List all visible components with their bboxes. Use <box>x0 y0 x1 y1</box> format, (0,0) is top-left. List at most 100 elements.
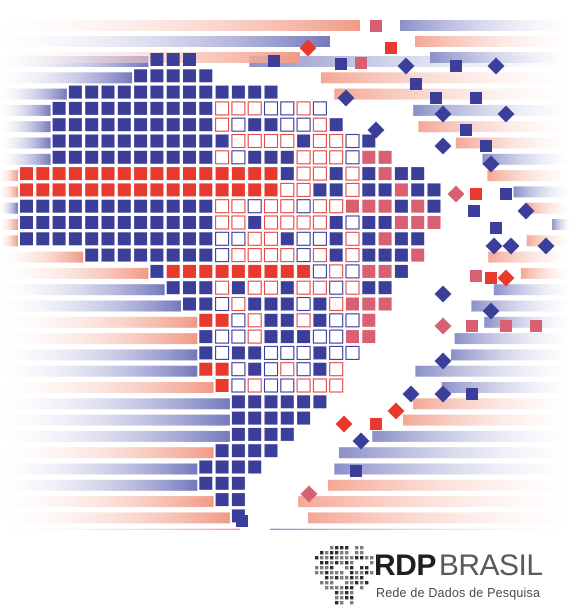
map-cell <box>231 150 246 165</box>
scatter-square <box>434 137 452 155</box>
scatter-square <box>370 418 382 430</box>
map-cell <box>231 329 246 344</box>
map-cell <box>280 101 295 116</box>
map-cell <box>264 297 278 311</box>
stripe-left <box>0 72 133 84</box>
stripe-left <box>0 267 149 279</box>
map-cell <box>215 183 229 197</box>
logo-dot <box>325 556 329 560</box>
stripe-left <box>0 479 198 491</box>
logo-dot <box>325 586 329 590</box>
map-cell <box>215 150 230 165</box>
map-cell <box>345 166 360 181</box>
logo-dot <box>360 551 364 555</box>
stripe-right <box>338 447 570 459</box>
stripe-right <box>513 186 570 198</box>
map-cell <box>199 281 213 295</box>
map-cell <box>85 216 99 229</box>
stripe-right <box>450 349 570 361</box>
logo-dot <box>345 576 349 580</box>
scatter-square <box>502 237 520 255</box>
stripe-right <box>298 496 570 508</box>
map-cell <box>297 264 311 278</box>
logo-dot <box>365 571 369 575</box>
map-cell <box>248 118 262 132</box>
map-cell <box>296 248 311 263</box>
map-cell <box>166 118 180 132</box>
map-cell <box>183 248 196 262</box>
map-cell <box>346 297 359 311</box>
map-cell <box>296 215 311 230</box>
logo-dot <box>330 561 334 565</box>
map-cell <box>166 248 180 262</box>
map-cell <box>345 345 360 360</box>
map-cell <box>411 232 425 246</box>
logo-dot <box>365 566 369 570</box>
map-cell <box>231 313 246 328</box>
stripe-right <box>327 479 570 491</box>
map-cell <box>248 395 262 409</box>
map-cell <box>313 313 327 327</box>
map-cell <box>312 329 327 344</box>
map-cell <box>346 199 359 213</box>
logo-dot <box>370 556 374 560</box>
map-cell <box>280 427 294 441</box>
scatter-square <box>370 20 382 32</box>
map-cell <box>329 199 344 214</box>
scatter-squares <box>236 20 555 527</box>
stripe-right <box>400 20 570 31</box>
logo-dot <box>325 571 329 575</box>
map-cell <box>101 216 115 229</box>
map-cell <box>183 167 196 181</box>
map-cell <box>248 167 262 181</box>
logo-dot <box>340 556 344 560</box>
scatter-square <box>497 269 515 287</box>
map-cell <box>394 216 408 229</box>
map-cell <box>166 199 180 213</box>
map-cell <box>362 167 376 181</box>
map-cell <box>85 248 99 262</box>
scatter-square <box>497 105 515 123</box>
map-cell <box>264 183 278 197</box>
map-cell <box>20 167 33 181</box>
map-cell <box>297 134 311 148</box>
map-cell <box>264 313 278 327</box>
map-cell <box>280 395 294 409</box>
scatter-square <box>490 222 502 234</box>
map-cell <box>215 215 230 230</box>
scatter-square <box>355 57 367 69</box>
map-cell <box>312 378 327 393</box>
map-cell <box>345 248 360 263</box>
map-cell <box>248 85 262 99</box>
map-cell <box>134 69 148 83</box>
map-cell <box>36 199 50 213</box>
stripe-right <box>484 316 570 328</box>
map-cell <box>150 150 164 164</box>
map-cell <box>215 362 229 376</box>
map-cell <box>264 85 278 99</box>
map-cell <box>411 183 425 197</box>
logo-dot <box>335 551 339 555</box>
logo-dot <box>330 586 334 590</box>
scatter-square <box>466 320 478 332</box>
map-cell <box>280 248 295 263</box>
scatter-square <box>482 155 500 173</box>
map-cell <box>199 199 213 213</box>
scatter-square <box>434 352 452 370</box>
stripe-right <box>307 512 570 524</box>
map-cell <box>150 264 164 278</box>
map-cell <box>199 476 213 490</box>
logo-dot <box>320 566 324 570</box>
logo-dot <box>350 581 354 585</box>
map-cell <box>296 150 311 165</box>
map-cell <box>199 167 213 181</box>
map-cell <box>215 345 230 360</box>
map-cell <box>280 117 295 132</box>
logo-dot <box>335 586 339 590</box>
map-cell <box>215 329 230 344</box>
stripe-left <box>0 333 198 345</box>
map-cell <box>280 150 294 164</box>
logo-dot <box>335 596 339 600</box>
map-cell <box>280 297 294 311</box>
map-cell <box>117 134 131 148</box>
